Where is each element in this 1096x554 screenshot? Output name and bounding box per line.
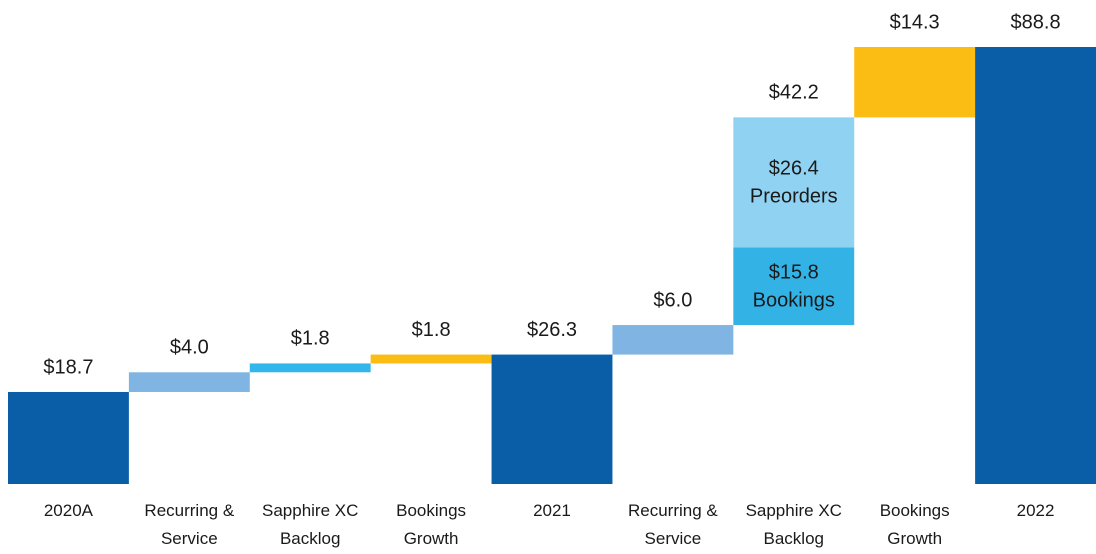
x-tick-label: Bookings Growth — [396, 501, 467, 548]
x-tick-label: Sapphire XC Backlog — [745, 501, 842, 548]
bar — [854, 47, 976, 118]
value-label: $6.0 — [653, 289, 692, 311]
bar — [491, 354, 613, 484]
x-tick-label: Bookings Growth — [879, 501, 950, 548]
x-tick-label: Sapphire XC Backlog — [262, 501, 359, 548]
segment-value-label: $15.8 — [769, 261, 819, 283]
bar — [370, 354, 492, 364]
bar — [975, 47, 1096, 484]
value-label: $18.7 — [43, 356, 93, 378]
x-tick-label: 2022 — [1016, 501, 1055, 520]
x-tick-label: Recurring & Service — [627, 501, 718, 548]
value-label: $4.0 — [170, 337, 209, 359]
segment-name-label: Bookings — [753, 289, 835, 311]
value-label: $1.8 — [412, 319, 451, 341]
bar — [249, 363, 371, 373]
value-label: $14.3 — [890, 11, 940, 33]
x-tick-label: 2021 — [533, 501, 571, 520]
segment-value-label: $26.4 — [769, 158, 819, 180]
bar — [8, 391, 129, 484]
bar — [128, 372, 250, 392]
bar-segment — [733, 247, 855, 326]
bar-segment — [733, 117, 855, 248]
bar — [612, 325, 734, 355]
x-tick-label: Recurring & Service — [144, 501, 235, 548]
value-label: $26.3 — [527, 319, 577, 341]
segment-name-label: Preorders — [750, 186, 838, 208]
value-label: $1.8 — [291, 328, 330, 350]
value-label: $88.8 — [1011, 11, 1061, 33]
x-tick-label: 2020A — [43, 501, 94, 520]
value-label: $42.2 — [769, 82, 819, 104]
